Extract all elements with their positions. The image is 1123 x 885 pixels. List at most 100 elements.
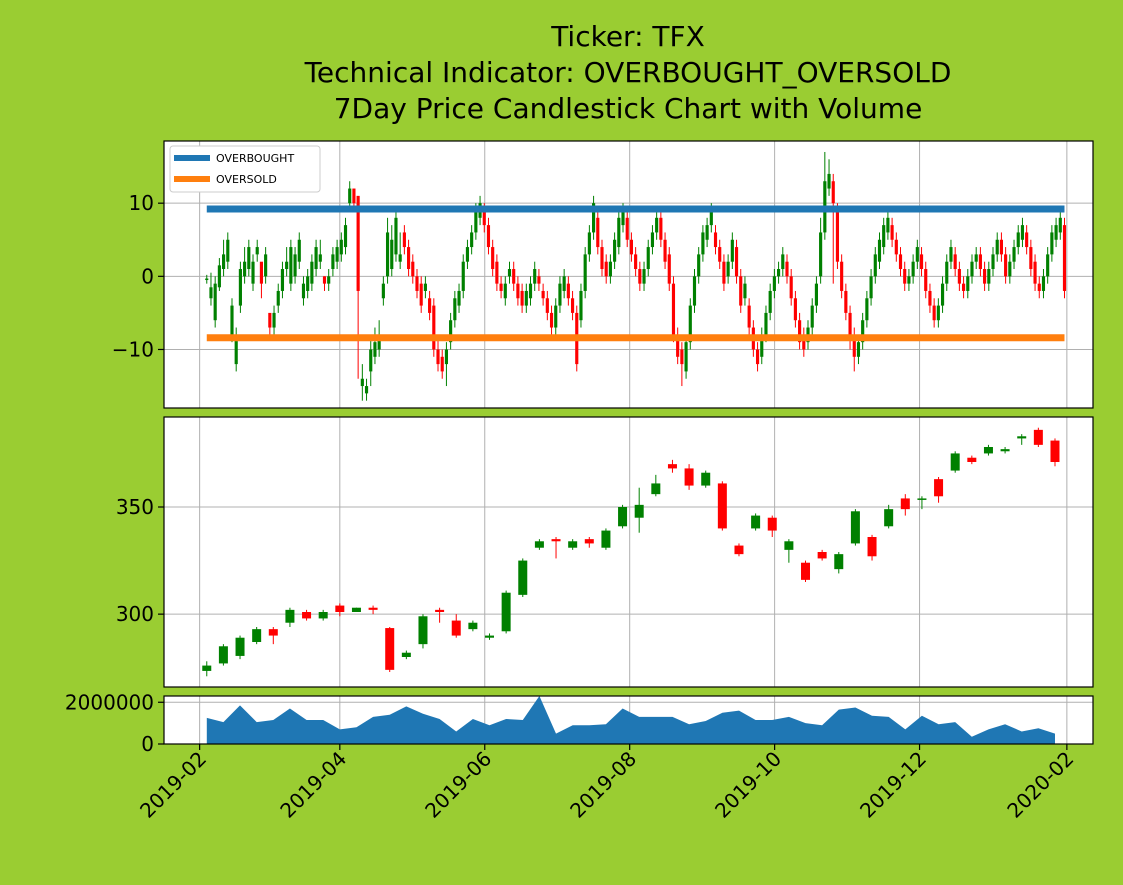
candle-body — [322, 276, 327, 284]
candle-body — [650, 232, 655, 248]
candle-body — [272, 312, 276, 328]
candle-body — [651, 483, 661, 495]
candle-body — [318, 254, 322, 262]
candle-body — [435, 609, 445, 612]
candle-body — [903, 269, 907, 284]
price-panel-frame — [163, 416, 1094, 688]
candle-body — [886, 217, 890, 233]
candle-body — [485, 635, 495, 638]
candle-body — [398, 254, 402, 262]
title-line-3: 7Day Price Candlestick Chart with Volume — [334, 92, 923, 125]
candle-body — [726, 261, 730, 277]
candle-body — [991, 254, 995, 270]
candle-body — [767, 517, 777, 531]
title-line-1: Ticker: TFX — [550, 20, 705, 53]
candle-body — [1037, 283, 1041, 291]
candle-body — [688, 305, 692, 343]
volume-panel-frame — [163, 695, 1094, 745]
candle-body — [974, 254, 978, 262]
y-tick-label: 0 — [141, 732, 154, 756]
candle-body — [457, 290, 461, 306]
candle-body — [491, 247, 495, 270]
candle-body — [533, 269, 537, 284]
candle-body — [280, 269, 285, 291]
candle-body — [558, 283, 562, 306]
candle-body — [834, 554, 844, 570]
indicator-y-ticks: 10 0 −10 — [112, 191, 164, 361]
candle-body — [701, 472, 711, 486]
candle-body — [259, 261, 264, 284]
candle-body — [436, 349, 440, 365]
candle-body — [339, 239, 343, 255]
candle-body — [369, 349, 373, 372]
candle-body — [936, 305, 940, 321]
candle-body — [604, 261, 608, 277]
candle-body — [293, 254, 297, 277]
candle-body — [957, 269, 961, 284]
price-panel: 350 300 — [116, 416, 1094, 688]
candle-body — [777, 269, 781, 277]
candle-body — [209, 287, 213, 299]
candle-body — [570, 298, 575, 313]
candle-body — [1017, 436, 1027, 439]
candle-body — [449, 320, 453, 343]
candle-body — [817, 552, 827, 559]
candle-body — [217, 265, 221, 288]
candle-body — [549, 312, 554, 328]
candle-body — [940, 283, 945, 306]
candle-body — [932, 305, 936, 321]
candle-body — [202, 665, 212, 671]
candle-body — [444, 349, 449, 365]
candle-body — [335, 605, 345, 612]
candle-body — [852, 334, 856, 357]
candle-body — [970, 261, 974, 277]
candle-body — [418, 616, 428, 645]
candle-body — [568, 541, 578, 548]
candle-body — [501, 592, 511, 632]
candle-body — [801, 562, 811, 580]
candle-body — [844, 290, 848, 313]
candle-body — [772, 276, 776, 291]
candle-body — [554, 305, 558, 328]
candle-body — [285, 609, 295, 623]
candle-body — [534, 541, 544, 548]
candle-body — [793, 298, 797, 321]
candle-body — [684, 342, 688, 372]
candle-body — [451, 620, 461, 636]
candle-body — [831, 181, 835, 204]
candle-body — [867, 537, 877, 557]
candle-body — [238, 269, 242, 306]
candle-body — [495, 261, 499, 284]
candle-body — [819, 232, 823, 277]
candle-body — [394, 217, 398, 255]
candle-body — [861, 320, 865, 343]
candle-body — [967, 457, 977, 462]
candle-body — [343, 225, 348, 248]
candle-body — [468, 622, 478, 630]
candle-body — [507, 269, 512, 277]
candle-body — [802, 334, 806, 350]
candle-body — [306, 276, 310, 291]
candle-body — [335, 247, 339, 262]
candle-body — [680, 349, 684, 365]
candle-body — [978, 254, 982, 270]
candle-body — [621, 210, 625, 226]
candle-body — [730, 239, 734, 262]
candle-body — [461, 261, 465, 291]
candle-body — [318, 612, 328, 619]
legend-label-oversold: OVERSOLD — [216, 173, 277, 186]
candle-body — [999, 239, 1003, 255]
candle-body — [592, 203, 596, 233]
candle-body — [1046, 254, 1050, 277]
candle-body — [747, 305, 751, 328]
y-tick-label: 300 — [116, 602, 154, 626]
candle-body — [499, 283, 503, 291]
candle-body — [953, 254, 957, 270]
candle-body — [934, 479, 944, 497]
candle-body — [474, 210, 478, 233]
candle-body — [289, 247, 293, 284]
candle-body — [579, 290, 583, 321]
candle-body — [743, 283, 747, 299]
volume-area-fill — [206, 696, 1056, 744]
candle-body — [1020, 225, 1025, 240]
